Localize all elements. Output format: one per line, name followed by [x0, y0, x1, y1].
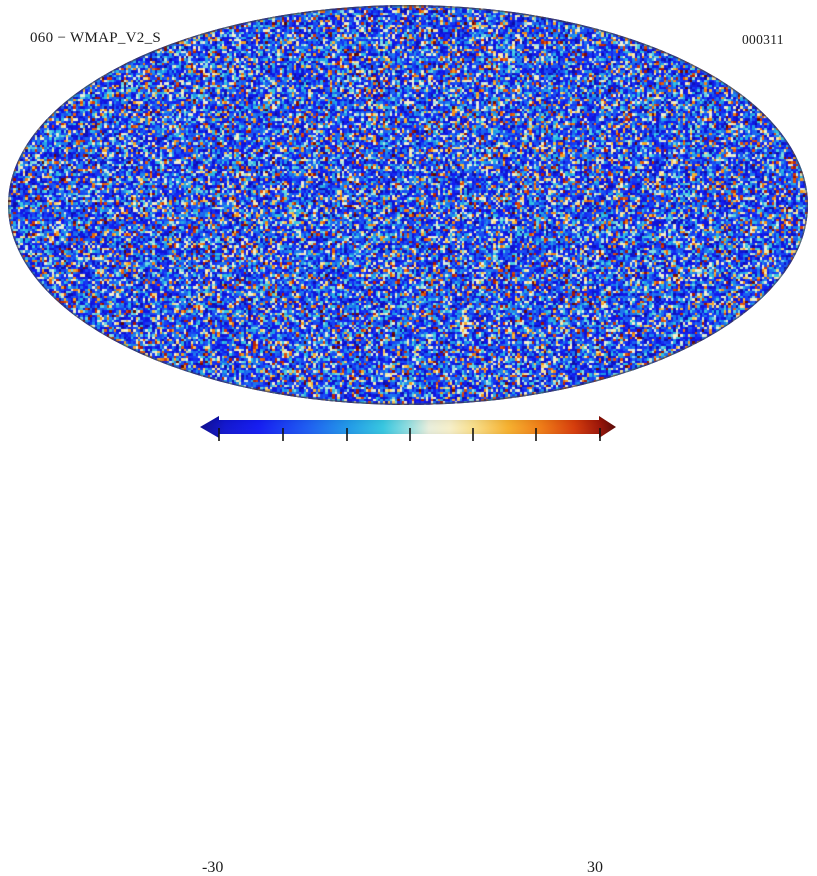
figure-root: 060 − WMAP_V2_S 000311 -30 30	[0, 5, 817, 876]
colorbar-shading	[200, 416, 616, 438]
colorbar-ticks	[218, 428, 601, 441]
colorbar-min-label: -30	[202, 859, 224, 876]
colorbar-max-label: 30	[587, 859, 603, 876]
colorbar: -30 30	[0, 414, 817, 876]
sky-map	[8, 5, 808, 405]
mollweide-ellipse	[8, 5, 808, 405]
stamp-label: 000311	[742, 32, 784, 47]
page-title: 060 − WMAP_V2_S	[30, 30, 162, 46]
colorbar-svg	[200, 416, 616, 441]
sky-map-canvas	[8, 5, 808, 405]
